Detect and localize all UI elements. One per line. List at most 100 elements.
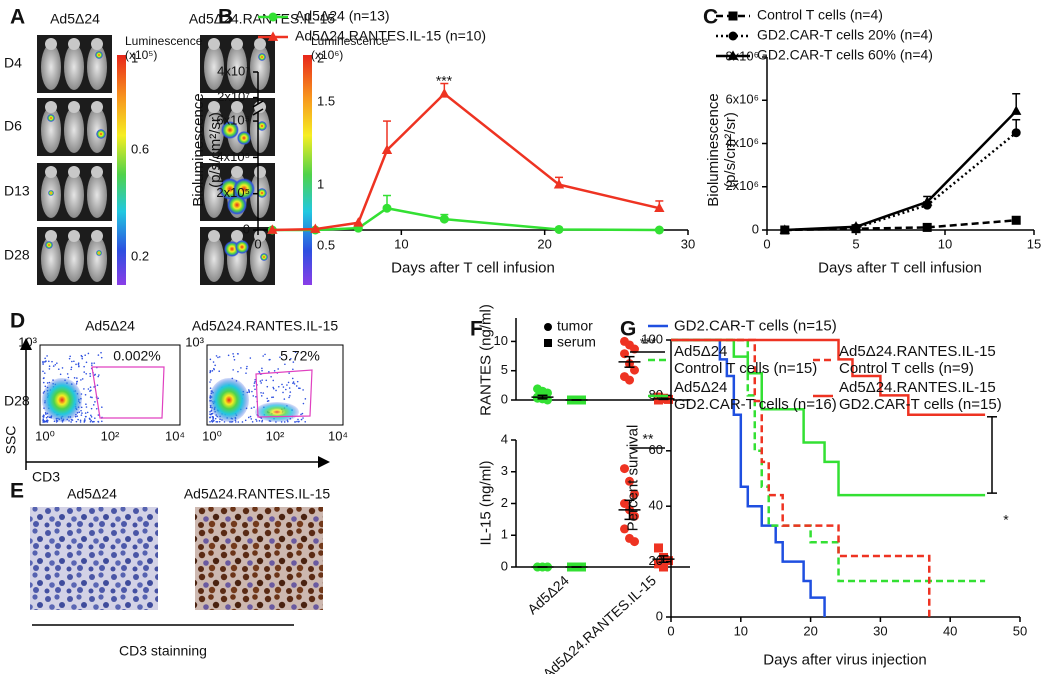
event <box>98 374 100 376</box>
event <box>89 420 92 423</box>
event <box>100 351 102 354</box>
event <box>300 413 302 416</box>
mouse-head <box>231 230 243 242</box>
event <box>261 420 263 423</box>
event <box>95 407 98 410</box>
event <box>216 421 219 423</box>
event <box>283 398 286 400</box>
event <box>93 362 96 364</box>
y-axis-label: Bioluminescence (p/s/cm²/sr) <box>190 93 224 207</box>
signal <box>47 114 55 122</box>
survival-curve <box>671 338 986 417</box>
marker <box>381 144 393 154</box>
event <box>85 372 88 375</box>
event <box>245 372 247 374</box>
marker <box>625 375 634 385</box>
event <box>84 412 87 414</box>
marker <box>779 224 790 234</box>
event <box>83 365 85 368</box>
marker <box>654 543 663 553</box>
x-tick-label: 10⁴ <box>328 428 348 443</box>
event <box>302 417 304 419</box>
event <box>279 356 281 359</box>
event <box>80 409 82 412</box>
day-label: D6 <box>4 118 22 134</box>
event <box>283 421 286 423</box>
event <box>97 397 99 400</box>
event <box>234 421 237 423</box>
x-tick-label: 10² <box>266 428 285 443</box>
legend-label: Ad5Δ24.RANTES.IL-15 Control T cells (n=9… <box>839 343 996 377</box>
signal <box>96 250 102 256</box>
event <box>73 377 76 379</box>
event <box>240 367 242 369</box>
colorbar-tick: 0.6 <box>131 141 149 156</box>
event <box>265 379 268 382</box>
event <box>215 355 218 357</box>
event <box>289 357 292 360</box>
event <box>237 421 240 423</box>
event <box>48 360 50 363</box>
event <box>297 421 300 423</box>
x-axis-label: Days after T cell infusion <box>818 259 982 277</box>
panel-label: B <box>218 6 233 29</box>
annotation: *** <box>436 73 453 89</box>
mouse <box>41 107 61 153</box>
mouse-head <box>208 166 220 178</box>
x-tick-label: 0 <box>667 623 674 638</box>
mouse-head <box>91 166 103 178</box>
mouse-head <box>68 230 80 242</box>
event <box>96 384 99 386</box>
event <box>101 406 103 408</box>
event <box>97 414 100 416</box>
marker <box>353 217 364 227</box>
event <box>76 377 78 379</box>
signal <box>221 121 239 139</box>
event <box>42 418 45 420</box>
event <box>271 396 273 399</box>
event <box>287 381 290 384</box>
event <box>46 421 49 423</box>
marker <box>922 222 932 232</box>
mouse <box>204 172 224 218</box>
series-line <box>784 110 1018 232</box>
y-tick-label: 2x10⁵ <box>216 185 250 200</box>
event <box>299 387 301 390</box>
mouse-head <box>254 230 266 242</box>
event <box>248 390 251 392</box>
event <box>77 418 79 421</box>
event <box>264 353 266 356</box>
event <box>70 366 73 369</box>
event <box>97 420 99 423</box>
y-axis-label: Percent survival <box>624 424 642 532</box>
survival-curve <box>671 338 986 497</box>
x-tick-label: 10 <box>938 236 952 251</box>
event <box>93 374 96 376</box>
event <box>232 369 234 371</box>
row-label: D28 <box>4 393 30 409</box>
event <box>80 414 83 416</box>
event <box>89 375 92 377</box>
annotation: ** <box>643 431 654 447</box>
event <box>46 382 49 384</box>
marker <box>630 489 639 499</box>
event <box>209 416 211 418</box>
x-tick-label: 0 <box>254 236 261 251</box>
event <box>81 357 84 360</box>
survival-curve <box>671 338 931 617</box>
mouse-head <box>45 230 57 242</box>
colorbar-tick: 2 <box>317 50 324 65</box>
event <box>209 358 212 361</box>
day-label: D28 <box>4 247 30 263</box>
signal <box>257 188 267 198</box>
event <box>70 368 72 371</box>
x-tick-label: 40 <box>943 623 957 638</box>
y-max-label: 10³ <box>185 334 204 349</box>
event <box>227 354 230 357</box>
event <box>273 370 276 372</box>
event <box>261 419 264 422</box>
event <box>233 358 236 361</box>
mouse <box>64 236 84 282</box>
event <box>260 391 262 394</box>
event <box>215 420 218 423</box>
